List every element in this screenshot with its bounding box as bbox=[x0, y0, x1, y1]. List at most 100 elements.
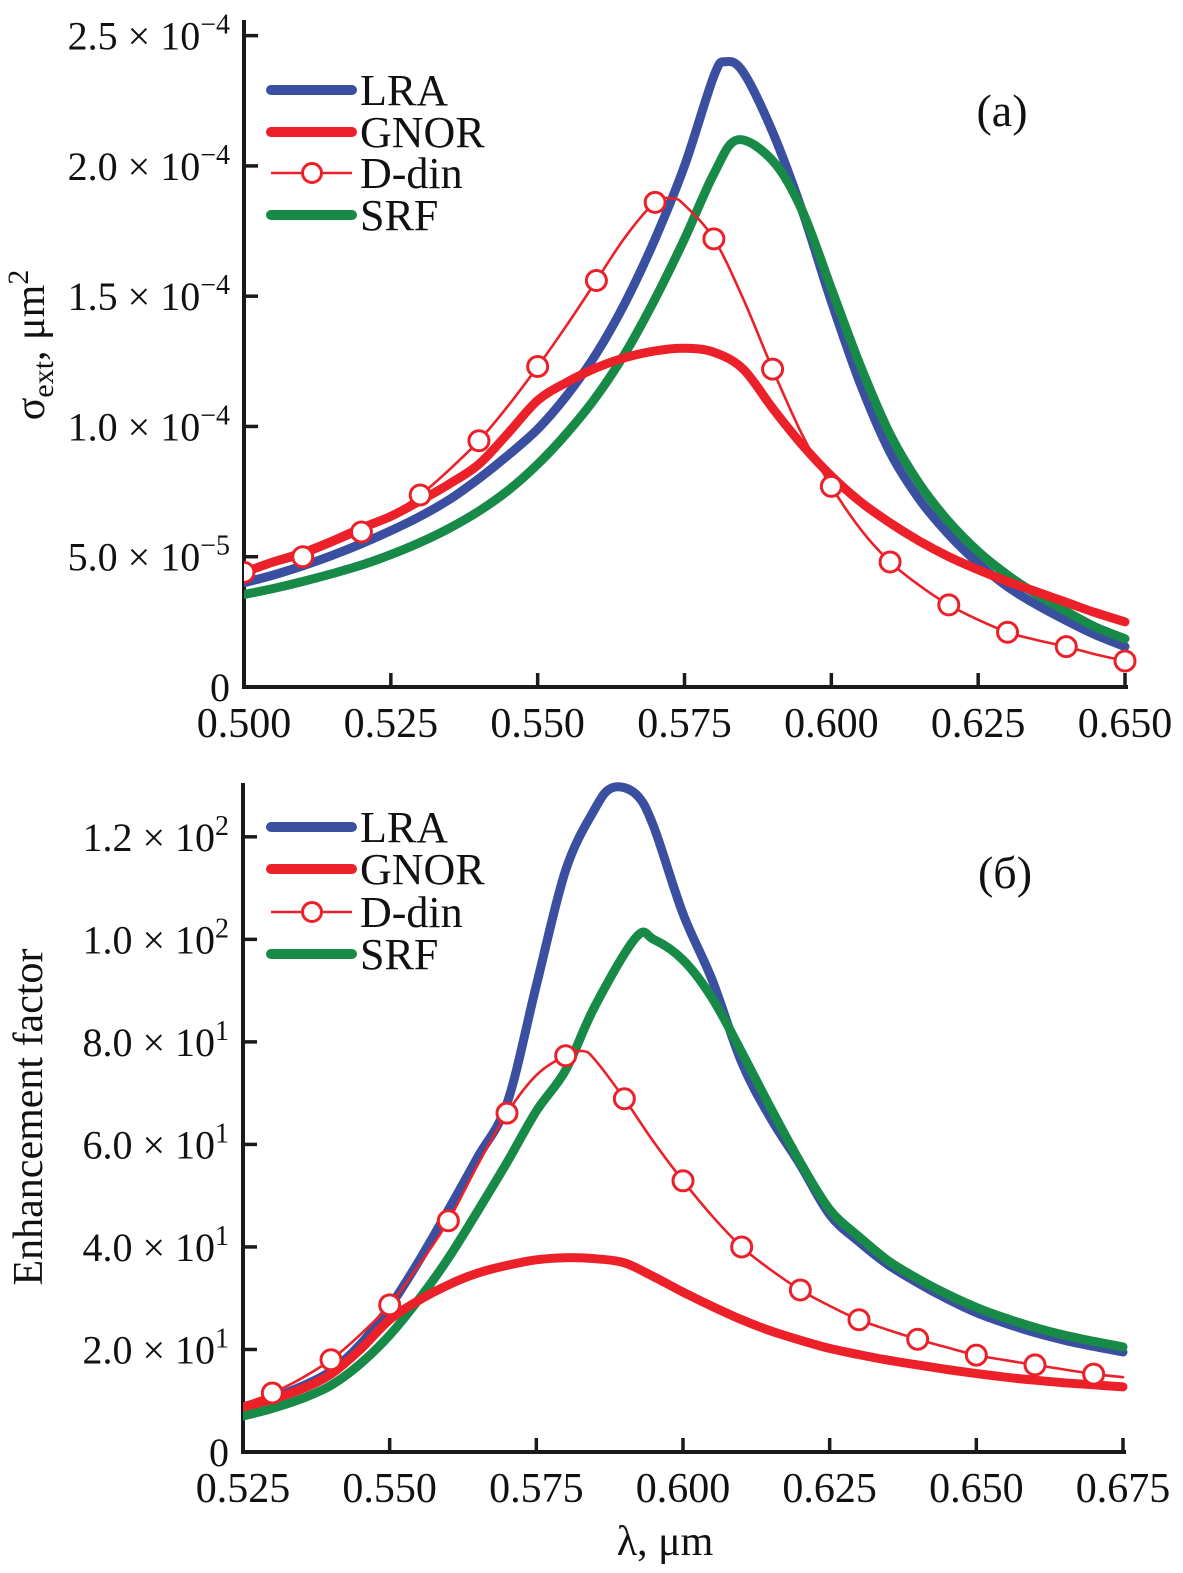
series-d-din-marker-b bbox=[788, 1278, 812, 1302]
y-tick-label-b-6: 1.2 × 102 bbox=[82, 811, 229, 860]
chart-a-extinction-cross-section: 0.500 0.525 0.550 0.575 0.600 0.625 0.650 0 5.0 … bbox=[2, 10, 1173, 747]
y-tick-label-b-5: 1.0 × 102 bbox=[82, 913, 229, 962]
y-tick-label-b-2-part: 1 bbox=[215, 1221, 229, 1252]
y-tick-label-b-3-part: 1 bbox=[215, 1118, 229, 1149]
x-tick-label-b-6: 0.675 bbox=[1076, 1466, 1171, 1512]
y-axis-title-b-part: Enhancement factor bbox=[6, 948, 52, 1285]
y-tick-label-a-3-part: −4 bbox=[200, 270, 230, 301]
series-d-din-marker-a bbox=[1054, 635, 1078, 659]
x-tick-label-a-3: 0.575 bbox=[637, 701, 732, 747]
y-tick-label-b-4: 8.0 × 101 bbox=[82, 1016, 229, 1065]
y-axis-title-a-part: , μm bbox=[8, 284, 54, 361]
series-srf-line-b bbox=[243, 927, 1128, 1421]
y-tick-label-b-2: 4.0 × 101 bbox=[82, 1221, 229, 1270]
y-tick-label-b-1-part: 1 bbox=[215, 1323, 229, 1354]
series-d-din-marker-b bbox=[671, 1169, 695, 1193]
series-d-din-marker-a bbox=[937, 593, 961, 617]
series-gnor-line-a bbox=[244, 343, 1130, 627]
series-lra-line-a bbox=[244, 56, 1130, 652]
series-d-din-marker-a bbox=[349, 520, 373, 544]
y-tick-label-a-5: 2.5 × 10−4 bbox=[68, 10, 230, 59]
y-axis-title-b: Enhancement factor bbox=[6, 948, 52, 1285]
y-axis-title-a: σext, μm2 bbox=[2, 270, 60, 420]
y-tick-label-a-1: 5.0 × 10−5 bbox=[68, 531, 230, 580]
series-d-din-marker-b bbox=[612, 1087, 636, 1111]
legend-marker-d-din-a bbox=[301, 162, 323, 184]
x-axis-title-b: λ, μm bbox=[617, 1519, 714, 1565]
series-d-din-marker-a bbox=[643, 190, 667, 214]
legend-label-lra-b: LRA bbox=[360, 803, 448, 852]
series-d-din-marker-b bbox=[964, 1343, 988, 1367]
y-axis-title-a-part: ext bbox=[27, 360, 60, 397]
x-tick-label-b-0: 0.525 bbox=[196, 1466, 291, 1512]
series-d-din-marker-b bbox=[319, 1348, 343, 1372]
series-d-din-line-a bbox=[244, 196, 1127, 663]
panel-label-a: (а) bbox=[976, 85, 1027, 136]
y-tick-label-a-3-part: 1.5 × 10 bbox=[68, 274, 201, 319]
series-d-din-marker-b bbox=[730, 1235, 754, 1259]
series-d-din-marker-b bbox=[378, 1293, 402, 1317]
series-d-din-marker-b bbox=[1023, 1353, 1047, 1377]
series-d-din-marker-a bbox=[584, 269, 608, 293]
y-axis-title-a-part: 2 bbox=[2, 270, 35, 285]
series-d-din-marker-a bbox=[996, 620, 1020, 644]
y-tick-label-b-4-part: 8.0 × 10 bbox=[82, 1020, 215, 1065]
y-tick-label-b-3-part: 6.0 × 10 bbox=[82, 1122, 215, 1167]
series-d-din-marker-a bbox=[291, 545, 315, 569]
y-tick-label-a-5-part: −4 bbox=[200, 10, 230, 41]
legend-label-srf-a: SRF bbox=[360, 191, 438, 240]
series-srf-line-a bbox=[244, 135, 1130, 644]
series-gnor-line-b bbox=[243, 1253, 1128, 1412]
legend-label-lra-a: LRA bbox=[360, 66, 448, 115]
legend-marker-d-din-b bbox=[301, 901, 323, 923]
y-tick-label-a-0: 0 bbox=[210, 665, 230, 710]
series-d-din-marker-a bbox=[526, 355, 550, 379]
legend-label-d-din-a: D-din bbox=[360, 149, 463, 198]
x-tick-label-a-6: 0.650 bbox=[1078, 701, 1173, 747]
y-tick-label-b-6-part: 1.2 × 10 bbox=[82, 815, 215, 860]
x-tick-label-a-4: 0.600 bbox=[784, 701, 879, 747]
legend-label-srf-b: SRF bbox=[360, 930, 438, 979]
x-tick-label-a-2: 0.550 bbox=[490, 701, 585, 747]
chart-b-enhancement-factor: 0.525 0.550 0.575 0.600 0.625 0.650 0.675 0 2.0 … bbox=[6, 782, 1171, 1565]
y-tick-label-a-1-part: −5 bbox=[200, 531, 230, 562]
series-d-din-marker-b bbox=[1082, 1362, 1106, 1386]
series-d-din-marker-a bbox=[1113, 649, 1137, 673]
y-tick-label-b-3: 6.0 × 101 bbox=[82, 1118, 229, 1167]
series-d-din-marker-a bbox=[467, 429, 491, 453]
y-tick-label-b-5-part: 2 bbox=[215, 913, 229, 944]
series-d-din-marker-b bbox=[847, 1308, 871, 1332]
y-tick-label-a-5-part: 2.5 × 10 bbox=[68, 14, 201, 59]
series-d-din-marker-b bbox=[554, 1044, 578, 1068]
y-tick-label-a-1-part: 5.0 × 10 bbox=[68, 535, 201, 580]
legend-label-gnor-a: GNOR bbox=[360, 108, 485, 157]
y-tick-label-b-1: 2.0 × 101 bbox=[82, 1323, 229, 1372]
y-tick-label-a-4: 2.0 × 10−4 bbox=[68, 140, 230, 189]
y-tick-label-b-2-part: 4.0 × 10 bbox=[82, 1225, 215, 1270]
x-tick-label-b-4: 0.625 bbox=[782, 1466, 877, 1512]
series-d-din-marker-b bbox=[906, 1327, 930, 1351]
y-tick-label-a-4-part: 2.0 × 10 bbox=[68, 144, 201, 189]
series-d-din-marker-b bbox=[495, 1101, 519, 1125]
x-tick-label-a-5: 0.625 bbox=[931, 701, 1026, 747]
y-tick-label-b-4-part: 1 bbox=[215, 1016, 229, 1047]
y-tick-label-a-2-part: 1.0 × 10 bbox=[68, 404, 201, 449]
y-tick-label-b-0: 0 bbox=[209, 1430, 229, 1475]
series-d-din-marker-a bbox=[878, 550, 902, 574]
y-axis-title-a-part: σ bbox=[8, 398, 54, 421]
panel-label-b: (б) bbox=[978, 847, 1032, 898]
x-tick-label-b-5: 0.650 bbox=[929, 1466, 1024, 1512]
series-d-din-marker-b bbox=[436, 1209, 460, 1233]
legend-label-gnor-b: GNOR bbox=[360, 845, 485, 894]
x-tick-label-a-1: 0.525 bbox=[344, 701, 439, 747]
x-tick-label-b-1: 0.550 bbox=[342, 1466, 437, 1512]
series-d-din-marker-a bbox=[408, 483, 432, 507]
x-tick-label-a-0: 0.500 bbox=[197, 701, 292, 747]
series-d-din-marker-a bbox=[761, 357, 785, 381]
y-tick-label-a-0-part: 0 bbox=[210, 665, 230, 710]
y-tick-label-a-3: 1.5 × 10−4 bbox=[68, 270, 230, 319]
y-tick-label-a-4-part: −4 bbox=[200, 140, 230, 171]
y-tick-label-b-0-part: 0 bbox=[209, 1430, 229, 1475]
y-tick-label-b-1-part: 2.0 × 10 bbox=[82, 1327, 215, 1372]
